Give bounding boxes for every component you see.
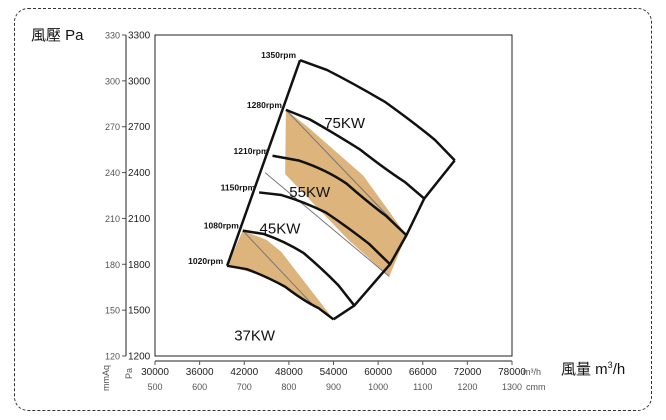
- rpm-curve-1280rpm: [285, 108, 426, 200]
- envelope-right: [332, 159, 456, 321]
- x-tick-m3h: 30000: [141, 367, 169, 378]
- rpm-curve-1150rpm: [258, 191, 391, 266]
- plot-border: [154, 34, 513, 357]
- x-tick-m3h: 54000: [320, 367, 348, 378]
- rpm-curve-1020rpm: [226, 264, 335, 321]
- y-tick-mmaq: 300: [105, 76, 120, 86]
- y-tick-mmaq: 150: [105, 306, 120, 316]
- x-unit-m3h: m³/h: [523, 367, 541, 377]
- y-axis-title: 風壓 Pa: [31, 27, 84, 44]
- rpm-label-1350rpm: 1350rpm: [261, 50, 296, 60]
- power-label-55KW: 55KW: [289, 184, 331, 201]
- rpm-label-1280rpm: 1280rpm: [247, 100, 282, 110]
- x-tick-cmm: 800: [281, 382, 296, 392]
- y-tick-mmaq: 210: [105, 214, 120, 224]
- y-tick-pa: 2700: [128, 122, 151, 133]
- rpm-curve-1350rpm: [299, 59, 456, 162]
- rpm-label-1020rpm: 1020rpm: [188, 256, 223, 266]
- power-label-45KW: 45KW: [260, 221, 302, 238]
- x-tick-cmm: 900: [326, 382, 341, 392]
- rpm-label-1210rpm: 1210rpm: [234, 146, 269, 156]
- x-tick-m3h: 48000: [275, 367, 303, 378]
- y-tick-mmaq: 240: [105, 168, 120, 178]
- x-tick-cmm: 1000: [368, 382, 388, 392]
- x-tick-cmm: 600: [192, 382, 207, 392]
- x-tick-m3h: 42000: [230, 367, 258, 378]
- power-boundary-45-55: [264, 172, 390, 277]
- x-tick-m3h: 78000: [498, 367, 526, 378]
- x-tick-cmm: 1300: [502, 382, 522, 392]
- x-tick-cmm: 700: [237, 382, 252, 392]
- y-tick-pa: 1800: [128, 260, 151, 271]
- x-tick-m3h: 66000: [409, 367, 437, 378]
- rpm-label-1150rpm: 1150rpm: [221, 182, 256, 192]
- y-tick-pa: 2100: [128, 214, 151, 225]
- y-tick-mmaq: 180: [105, 260, 120, 270]
- y-unit-pa: Pa: [124, 368, 134, 379]
- y-tick-pa: 3300: [128, 31, 151, 42]
- x-unit-cmm: cmm: [526, 382, 546, 392]
- rpm-curve-1080rpm: [242, 229, 356, 307]
- y-tick-pa: 1200: [128, 352, 151, 363]
- power-zone-37kw-fill: [227, 230, 334, 320]
- y-unit-mmaq: mmAq: [101, 365, 111, 391]
- x-tick-cmm: 1100: [413, 382, 432, 392]
- chart-frame: [14, 8, 652, 411]
- y-tick-mmaq: 120: [105, 352, 120, 362]
- x-tick-m3h: 36000: [186, 367, 214, 378]
- power-label-75KW: 75KW: [324, 115, 366, 132]
- power-boundary-37-45: [242, 230, 316, 308]
- envelope-left: [225, 59, 302, 267]
- power-label-37KW: 37KW: [234, 328, 276, 345]
- y-tick-mmaq: 270: [105, 122, 120, 132]
- y-tick-pa: 1500: [128, 306, 151, 317]
- x-axis-title: 風量 m3/h: [561, 360, 626, 378]
- x-tick-m3h: 60000: [364, 367, 392, 378]
- x-tick-cmm: 1200: [457, 382, 477, 392]
- y-tick-pa: 2400: [128, 168, 151, 179]
- x-tick-cmm: 500: [147, 382, 162, 392]
- power-boundary-55-75: [285, 109, 407, 236]
- x-tick-m3h: 72000: [453, 367, 481, 378]
- power-zone-55kw-fill: [285, 109, 407, 277]
- y-tick-mmaq: 330: [105, 31, 120, 41]
- y-tick-pa: 3000: [128, 76, 151, 87]
- rpm-curve-1210rpm: [272, 154, 408, 237]
- rpm-label-1080rpm: 1080rpm: [204, 221, 239, 231]
